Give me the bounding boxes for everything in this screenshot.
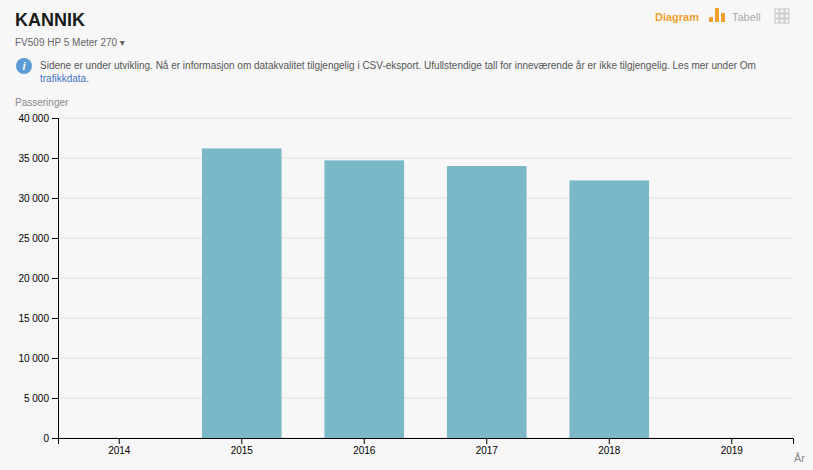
x-tick-mark	[731, 438, 732, 444]
icon-bar[interactable]	[715, 8, 719, 22]
icon-cell[interactable]	[775, 14, 779, 18]
grid-line	[58, 118, 793, 119]
y-tick: 30 000	[18, 193, 58, 204]
y-tick: 25 000	[18, 233, 58, 244]
icon-cell[interactable]	[785, 19, 789, 23]
y-tick: 0	[43, 433, 58, 444]
y-tick-label: 15 000	[18, 313, 49, 324]
icon-cell[interactable]	[780, 14, 784, 18]
info-icon-text: i	[22, 60, 26, 72]
y-tick-mark	[52, 358, 58, 359]
x-tick: 2016	[353, 438, 376, 456]
x-tick-label: 2015	[231, 445, 254, 456]
title: KANNIK	[15, 10, 85, 30]
icon-cell[interactable]	[785, 14, 789, 18]
y-tick-label: 0	[43, 433, 49, 444]
y-tick: 20 000	[18, 273, 58, 284]
x-tick-label: 2018	[598, 445, 621, 456]
bars	[202, 148, 649, 438]
x-axis-line	[59, 439, 794, 445]
info-icon	[16, 58, 32, 74]
x-tick-label: 2017	[476, 445, 499, 456]
grid-line	[58, 238, 793, 239]
bar	[79, 438, 159, 439]
chart: KANNIK Diagram Tabell FV509 HP 5 Meter 270 …	[0, 0, 813, 470]
icon-bar[interactable]	[721, 13, 725, 22]
y-axis-line	[52, 119, 59, 439]
icon-cell[interactable]	[785, 9, 789, 13]
x-tick: 2015	[231, 438, 254, 456]
subtitle: FV509 HP 5 Meter 270 ▾	[15, 37, 125, 48]
y-tick: 40 000	[18, 113, 58, 124]
y-tick-mark	[52, 118, 58, 119]
y-axis: 0 5 000 10 000 15 000 20 000 25 000 30 000 35 0…	[18, 113, 58, 444]
bar	[447, 166, 527, 438]
y-tick-mark	[52, 318, 58, 319]
icon-bar[interactable]	[709, 17, 713, 22]
icon-cell[interactable]	[775, 19, 779, 23]
grid	[58, 118, 793, 438]
x-tick: 2014	[108, 438, 131, 456]
x-tick: 2018	[598, 438, 621, 456]
x-tick: 2017	[476, 438, 499, 456]
x-axis: 2014 2015 2016 2017 2018 2019	[59, 438, 794, 456]
y-tick-label: 30 000	[18, 193, 49, 204]
x-tick-label: 2014	[108, 445, 131, 456]
bar	[202, 148, 282, 438]
info-link[interactable]: trafikkdata.	[40, 73, 89, 84]
tab-table[interactable]: Tabell	[732, 11, 761, 23]
icon-cell[interactable]	[780, 9, 784, 13]
x-tick-label: 2016	[353, 445, 376, 456]
x-tick-mark	[609, 438, 610, 444]
tab-diagram[interactable]: Diagram	[655, 11, 699, 23]
icon-cell[interactable]	[780, 19, 784, 23]
plot: 0 5 000 10 000 15 000 20 000 25 000 30 000 35 0…	[18, 113, 793, 456]
y-tick-label: 40 000	[18, 113, 49, 124]
y-tick-label: 10 000	[18, 353, 49, 364]
grid-line	[58, 198, 793, 199]
grid-line	[58, 318, 793, 319]
grid-line	[58, 278, 793, 279]
grid-line	[58, 158, 793, 159]
grid-line	[58, 398, 793, 399]
x-tick-mark	[486, 438, 487, 444]
x-axis-label: År	[794, 452, 805, 464]
y-tick-mark	[52, 198, 58, 199]
y-tick-mark	[52, 158, 58, 159]
y-axis-label: Passeringer	[15, 97, 69, 108]
x-tick-label: 2019	[721, 445, 744, 456]
grid-line	[58, 358, 793, 359]
x-tick-mark	[119, 438, 120, 444]
y-tick-mark	[52, 238, 58, 239]
y-tick: 10 000	[18, 353, 58, 364]
y-tick: 35 000	[18, 153, 58, 164]
table-icon[interactable]	[775, 9, 789, 23]
x-tick-mark	[364, 438, 365, 444]
y-tick-mark	[52, 278, 58, 279]
info-text: Sidene er under utvikling. Nå er informa…	[40, 60, 756, 71]
diagram-icon[interactable]	[709, 8, 725, 22]
y-tick-mark	[52, 438, 58, 439]
y-tick-label: 5 000	[24, 393, 49, 404]
x-tick-mark	[241, 438, 242, 444]
y-tick: 15 000	[18, 313, 58, 324]
background	[0, 0, 813, 470]
bar	[569, 180, 649, 438]
y-tick-label: 20 000	[18, 273, 49, 284]
bar	[324, 160, 404, 438]
y-tick: 5 000	[24, 393, 58, 404]
bar	[692, 438, 772, 439]
y-tick-label: 35 000	[18, 153, 49, 164]
x-tick: 2019	[721, 438, 744, 456]
y-tick-mark	[52, 398, 58, 399]
y-tick-label: 25 000	[18, 233, 49, 244]
icon-cell[interactable]	[775, 9, 779, 13]
